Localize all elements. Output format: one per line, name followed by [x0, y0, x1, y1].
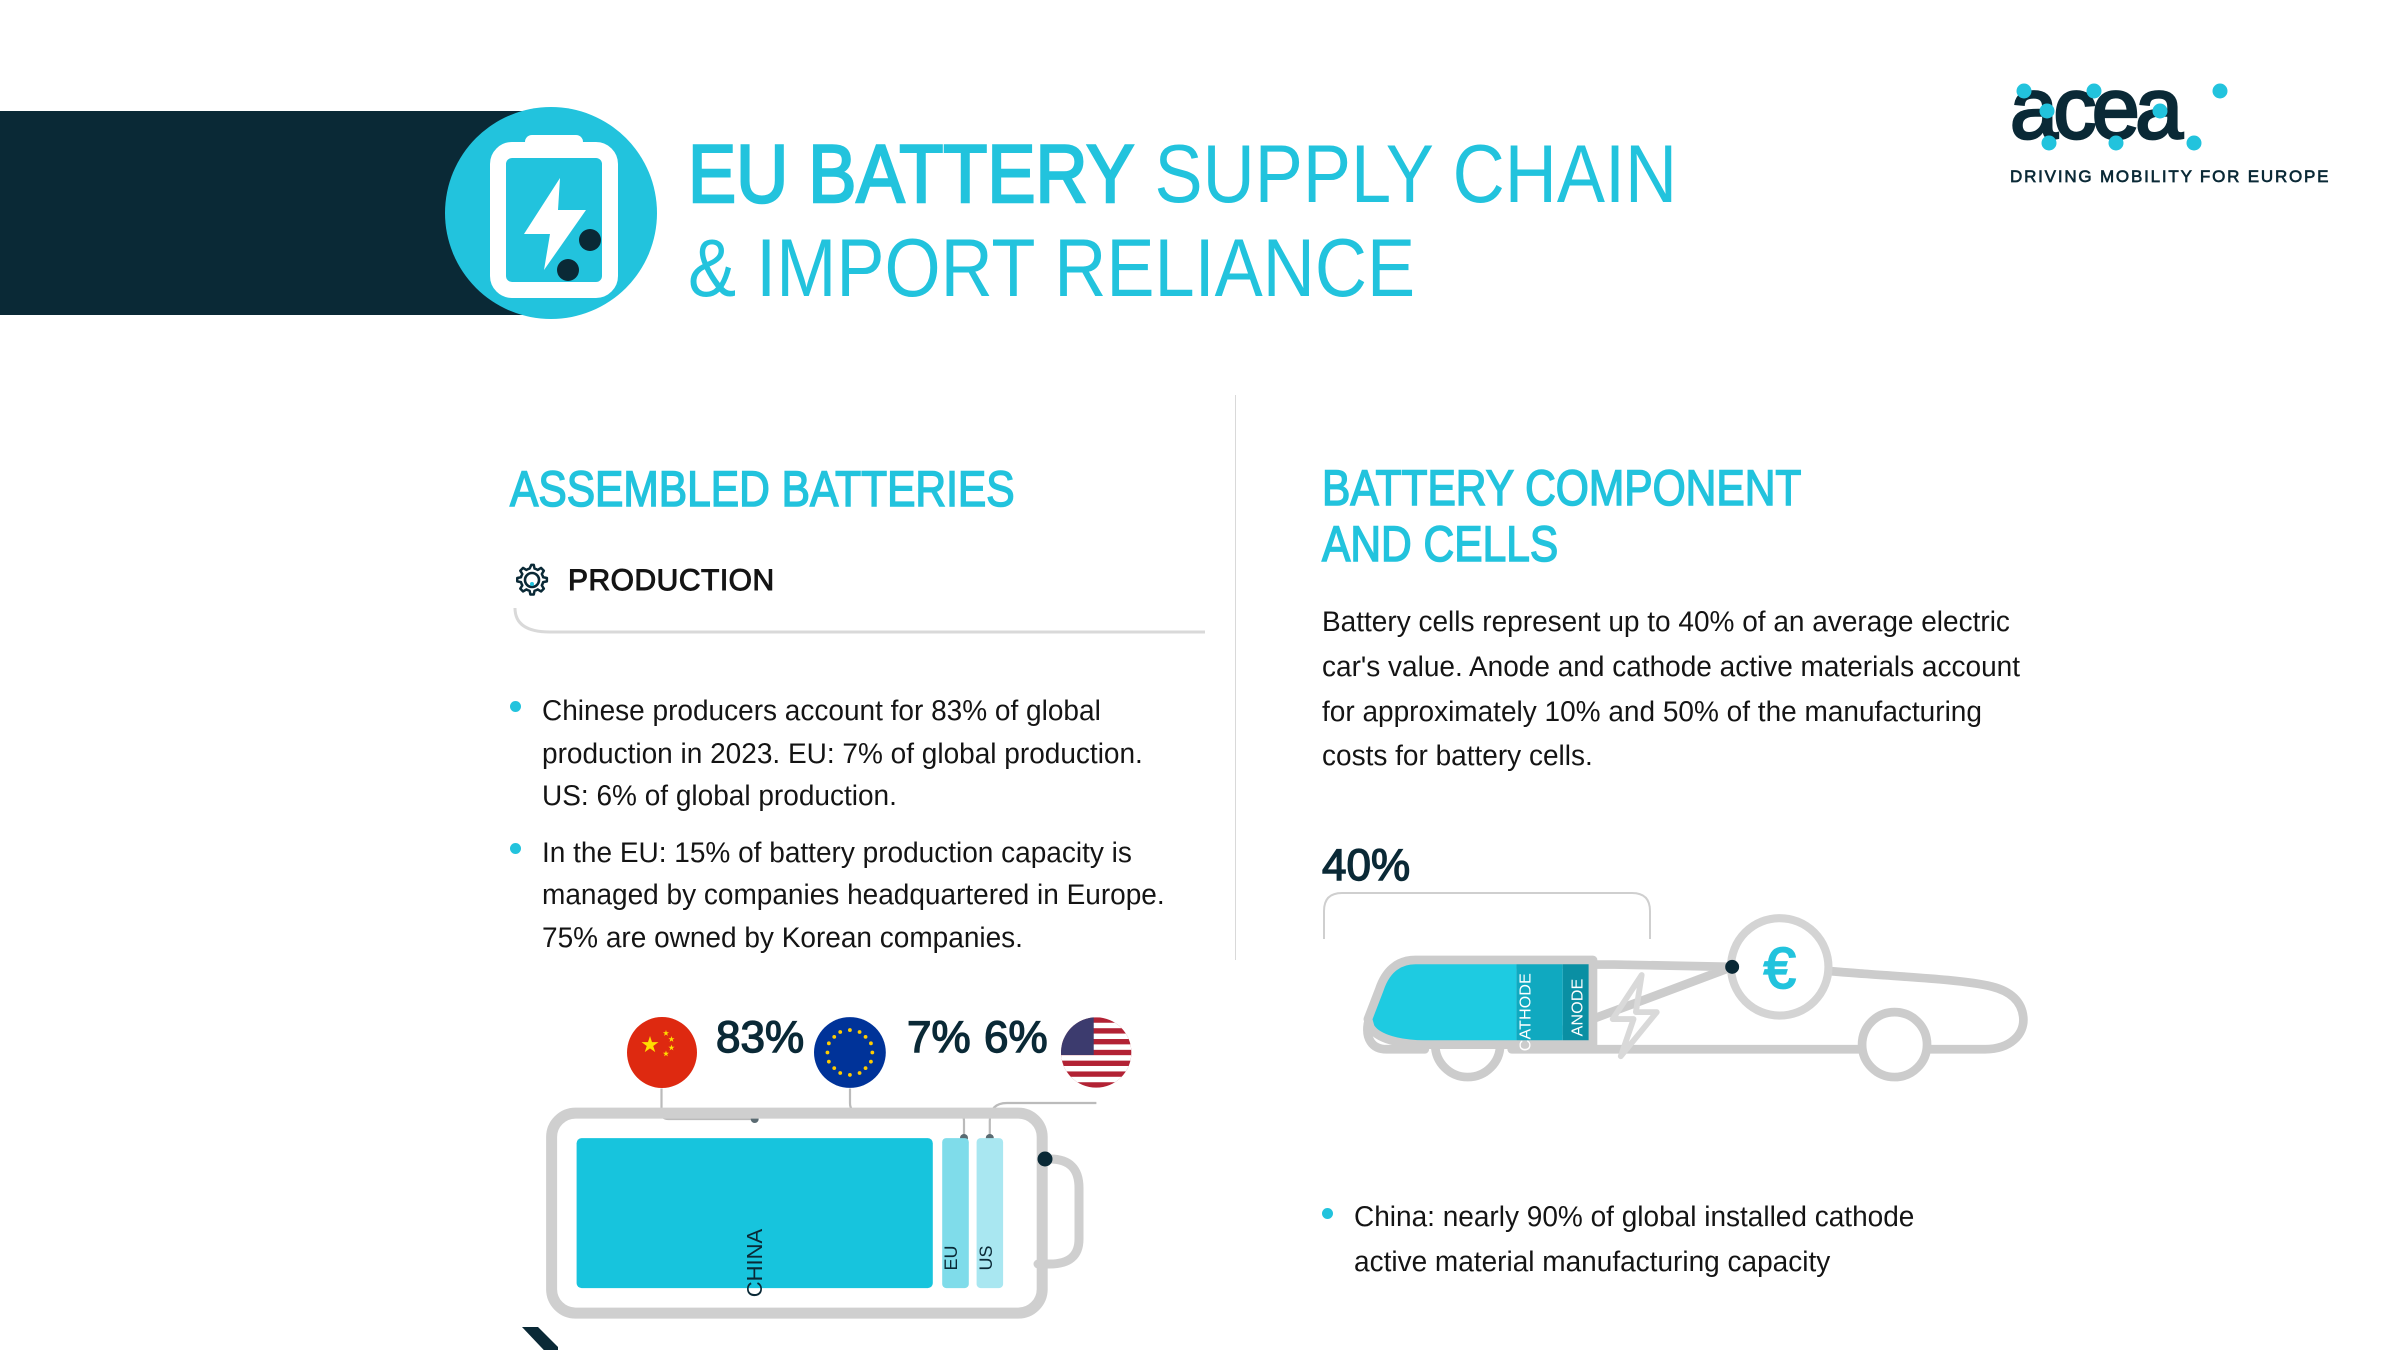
svg-text:CHINA: CHINA [742, 1228, 767, 1297]
svg-text:ANODE: ANODE [1569, 979, 1587, 1037]
svg-text:CATHODE: CATHODE [1516, 973, 1534, 1051]
svg-text:EU: EU [941, 1245, 961, 1270]
svg-text:US: US [976, 1245, 996, 1270]
svg-text:€: € [1763, 936, 1797, 1001]
